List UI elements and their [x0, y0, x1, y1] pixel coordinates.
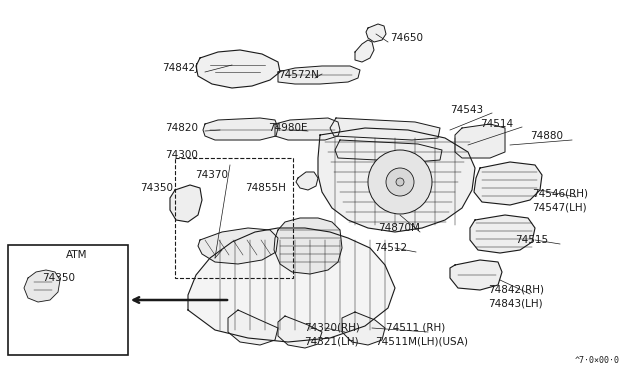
Text: 74321(LH): 74321(LH) — [304, 336, 358, 346]
Polygon shape — [278, 66, 360, 84]
Text: 74300: 74300 — [165, 150, 198, 160]
Polygon shape — [203, 118, 278, 140]
Polygon shape — [274, 218, 342, 274]
Text: 74350: 74350 — [140, 183, 173, 193]
Text: 74370: 74370 — [195, 170, 228, 180]
Text: 74515: 74515 — [515, 235, 548, 245]
Text: 74650: 74650 — [390, 33, 423, 43]
Text: 74511 (RH): 74511 (RH) — [386, 323, 445, 333]
Circle shape — [386, 168, 414, 196]
Polygon shape — [330, 118, 440, 140]
Polygon shape — [474, 162, 542, 205]
Text: 74512: 74512 — [374, 243, 407, 253]
Polygon shape — [355, 40, 374, 62]
Text: 74543: 74543 — [450, 105, 483, 115]
Polygon shape — [275, 118, 340, 140]
Polygon shape — [170, 185, 202, 222]
Polygon shape — [296, 172, 318, 190]
Text: 74547(LH): 74547(LH) — [532, 202, 587, 212]
Polygon shape — [278, 316, 322, 348]
Text: 74880: 74880 — [530, 131, 563, 141]
Polygon shape — [24, 270, 60, 302]
Polygon shape — [366, 24, 386, 42]
Text: 74514: 74514 — [480, 119, 513, 129]
Polygon shape — [455, 124, 505, 158]
Text: 74842J: 74842J — [162, 63, 198, 73]
Text: 74320(RH): 74320(RH) — [304, 323, 360, 333]
Bar — [8, 245, 128, 355]
Polygon shape — [318, 128, 475, 232]
Polygon shape — [228, 310, 278, 345]
Polygon shape — [342, 312, 385, 345]
Text: 74820: 74820 — [165, 123, 198, 133]
Text: 74843(LH): 74843(LH) — [488, 298, 543, 308]
Text: 74546(RH): 74546(RH) — [532, 189, 588, 199]
Text: 74511M(LH)(USA): 74511M(LH)(USA) — [375, 336, 468, 346]
Polygon shape — [198, 228, 278, 264]
Polygon shape — [188, 228, 395, 342]
Polygon shape — [450, 260, 502, 290]
Polygon shape — [196, 50, 280, 88]
Text: 74842(RH): 74842(RH) — [488, 285, 544, 295]
Circle shape — [368, 150, 432, 214]
Text: 74572N: 74572N — [278, 70, 319, 80]
Circle shape — [396, 178, 404, 186]
Text: ^7·0×00·0: ^7·0×00·0 — [575, 356, 620, 365]
Text: 74350: 74350 — [42, 273, 75, 283]
Text: ATM: ATM — [66, 250, 88, 260]
Bar — [175, 158, 293, 278]
Text: 74855H: 74855H — [245, 183, 286, 193]
Text: 74980E: 74980E — [268, 123, 307, 133]
Text: 74870M: 74870M — [378, 223, 420, 233]
Polygon shape — [470, 215, 535, 253]
Polygon shape — [335, 140, 442, 162]
